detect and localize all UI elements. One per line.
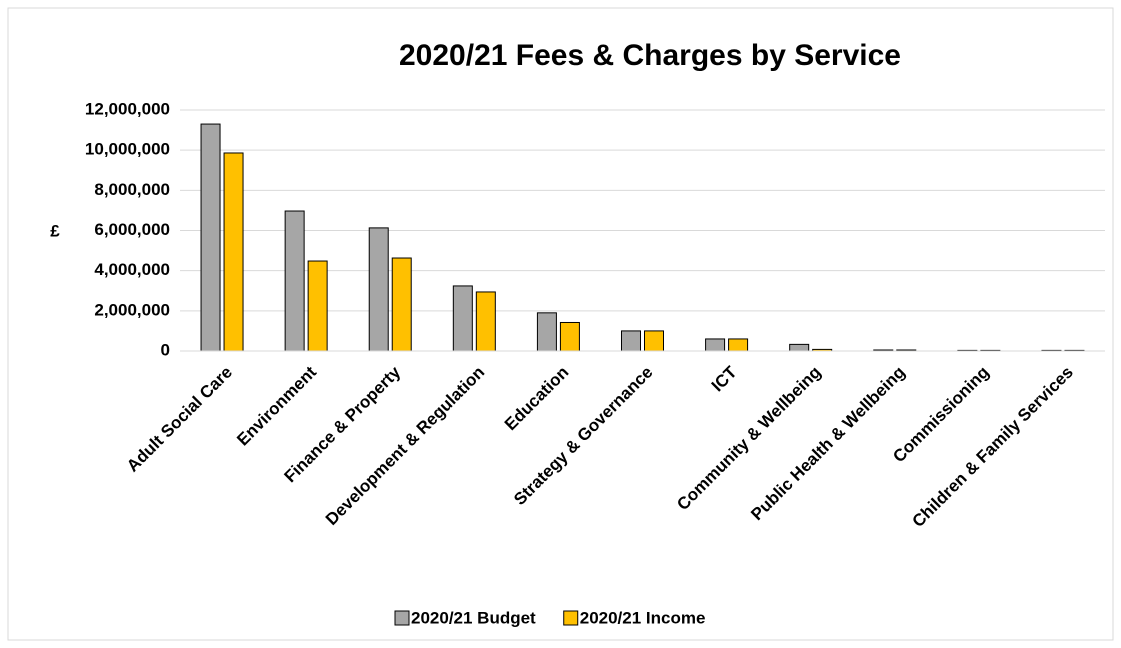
y-tick-label: 8,000,000 <box>94 180 170 199</box>
bar <box>475 291 496 352</box>
bar <box>391 257 412 352</box>
bar <box>223 152 244 352</box>
legend-swatch <box>563 610 579 626</box>
legend-label: 2020/21 Income <box>580 608 706 627</box>
bar <box>728 338 749 352</box>
y-axis-label: £ <box>50 221 60 240</box>
bar <box>789 343 810 352</box>
bar <box>307 260 328 352</box>
bar <box>644 330 664 352</box>
bar <box>559 321 580 352</box>
bar <box>705 338 726 352</box>
y-tick-label: 6,000,000 <box>94 220 170 239</box>
bar <box>368 227 389 352</box>
y-tick-label: 4,000,000 <box>94 260 170 279</box>
y-tick-label: 12,000,000 <box>85 99 170 118</box>
y-tick-label: 10,000,000 <box>85 140 170 159</box>
y-tick-label: 2,000,000 <box>94 300 170 319</box>
bar <box>536 312 557 352</box>
bar <box>621 330 641 352</box>
chart-title: 2020/21 Fees & Charges by Service <box>399 39 901 72</box>
y-tick-label: 0 <box>161 340 170 359</box>
bar <box>284 210 305 352</box>
legend-swatch <box>394 610 410 626</box>
bar <box>200 123 221 352</box>
bar <box>452 285 473 352</box>
legend-label: 2020/21 Budget <box>411 608 536 627</box>
